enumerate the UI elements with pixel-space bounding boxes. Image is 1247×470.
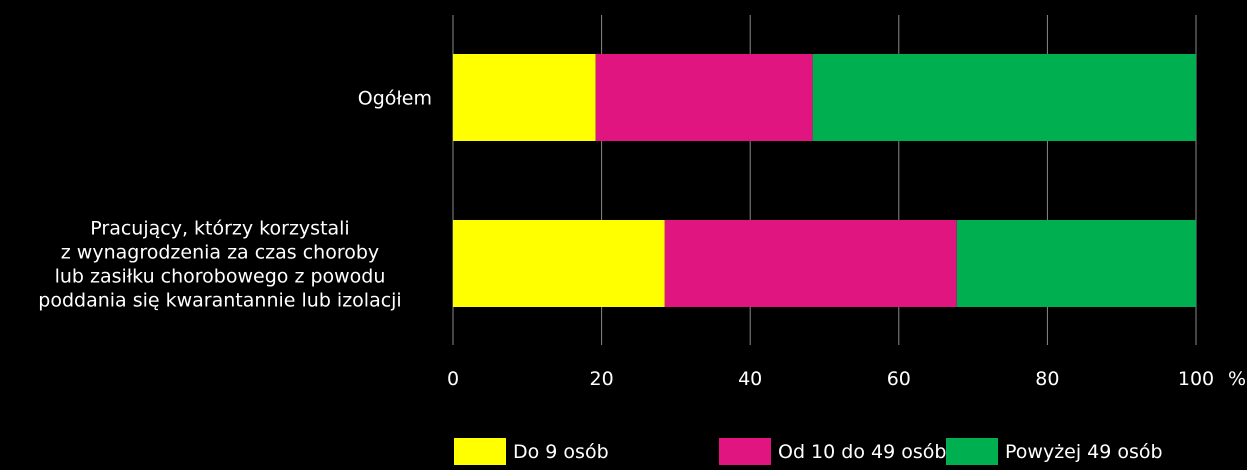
- category-label: z wynagrodzenia za czas choroby: [61, 242, 379, 264]
- bar-segment: [453, 54, 596, 141]
- legend: Do 9 osób Od 10 do 49 osób Powyżej 49 osób: [454, 438, 1163, 465]
- bar-segment: [595, 54, 813, 141]
- legend-label: Od 10 do 49 osób: [778, 441, 946, 463]
- x-tick-label: 20: [590, 368, 614, 390]
- bar-segment: [664, 220, 957, 307]
- legend-swatch: [719, 438, 771, 465]
- legend-label: Powyżej 49 osób: [1005, 441, 1163, 463]
- category-label: poddania się kwarantannie lub izolacji: [38, 290, 401, 312]
- x-tick-label: 100: [1178, 368, 1214, 390]
- x-tick-label: 40: [738, 368, 762, 390]
- legend-swatch: [454, 438, 506, 465]
- bar-segment: [956, 220, 1196, 307]
- legend-swatch: [946, 438, 998, 465]
- axis: 0 20 40 60 80 100%: [447, 368, 1246, 390]
- x-tick-label: 60: [887, 368, 911, 390]
- x-axis-unit: %: [1228, 368, 1246, 390]
- legend-label: Do 9 osób: [513, 441, 609, 463]
- x-tick-label: 0: [447, 368, 459, 390]
- category-label: Pracujący, którzy korzystali: [90, 218, 349, 240]
- bar-segment: [453, 220, 665, 307]
- category-label: Ogółem: [358, 88, 432, 110]
- bar-segment: [812, 54, 1196, 141]
- x-tick-label: 80: [1035, 368, 1059, 390]
- category-label: lub zasiłku chorobowego z powodu: [55, 266, 386, 288]
- bars: [453, 54, 1196, 307]
